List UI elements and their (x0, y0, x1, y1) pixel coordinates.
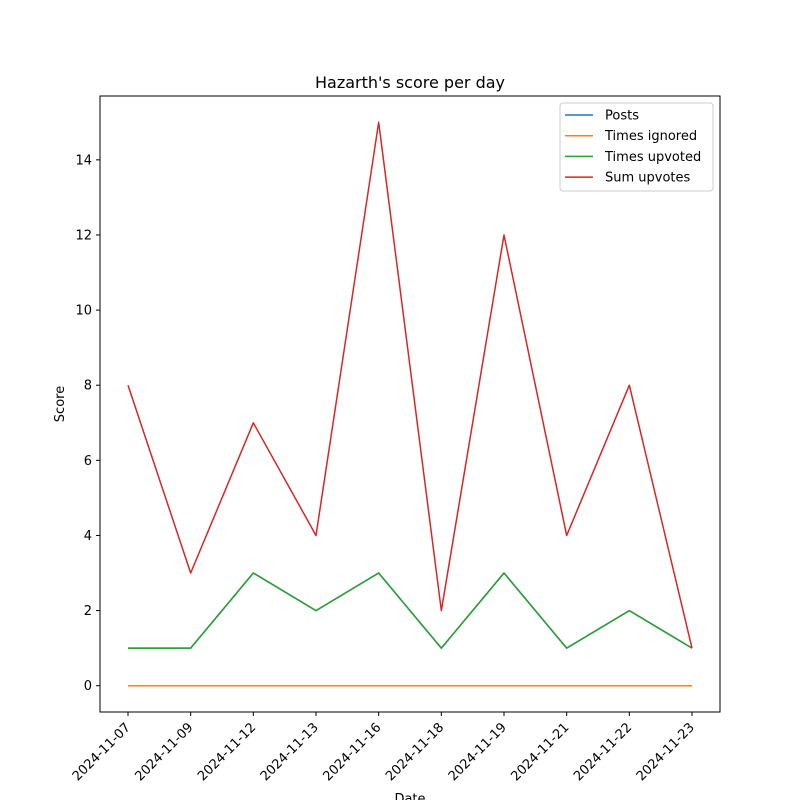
y-tick-label: 4 (84, 529, 92, 544)
y-tick-label: 6 (84, 454, 92, 469)
legend: Posts Times ignored Times upvoted Sum upvot… (559, 102, 714, 192)
x-tick-label: 2024-11-09 (132, 720, 196, 784)
series-line-sum-upvotes (127, 121, 693, 649)
series-lines (127, 121, 693, 687)
y-axis-label: Score (53, 386, 68, 422)
x-tick-label: 2024-11-19 (446, 720, 510, 784)
x-axis: 2024-11-072024-11-092024-11-122024-11-13… (70, 712, 698, 784)
x-tick-label: 2024-11-13 (258, 720, 322, 784)
x-tick-label: 2024-11-21 (508, 720, 572, 784)
x-axis-label: Date (394, 792, 425, 800)
y-tick-label: 12 (75, 228, 92, 243)
y-tick-label: 14 (75, 153, 92, 168)
legend-box (559, 102, 714, 192)
y-tick-label: 0 (84, 679, 92, 694)
x-tick-label: 2024-11-22 (571, 720, 635, 784)
legend-label: Times ignored (604, 129, 697, 144)
series-line-times-upvoted (128, 572, 693, 649)
legend-label: Posts (605, 109, 639, 124)
y-axis: 0 2 4 6 8 10 12 14 (75, 153, 100, 694)
legend-label: Sum upvotes (605, 171, 691, 186)
chart-title: Hazarth's score per day (315, 73, 505, 92)
y-tick-label: 2 (84, 604, 92, 619)
y-tick-label: 8 (84, 379, 92, 394)
y-tick-label: 10 (75, 304, 92, 319)
plot-area-frame (99, 95, 721, 713)
x-tick-label: 2024-11-12 (195, 720, 259, 784)
x-tick-label: 2024-11-18 (383, 720, 447, 784)
x-tick-label: 2024-11-23 (634, 720, 698, 784)
x-tick-label: 2024-11-16 (320, 720, 384, 784)
legend-label: Times upvoted (604, 150, 701, 165)
x-tick-label: 2024-11-07 (70, 720, 134, 784)
